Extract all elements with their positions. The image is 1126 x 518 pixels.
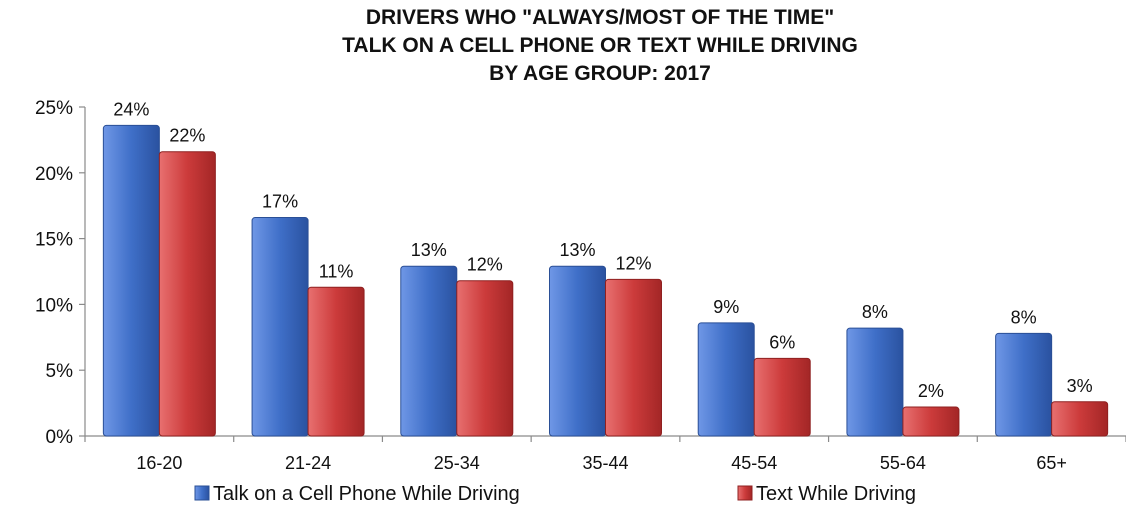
y-tick-label: 20% xyxy=(35,164,73,185)
data-label: 24% xyxy=(113,99,149,119)
legend-swatch-text xyxy=(737,485,753,501)
bar-text-35-44 xyxy=(605,278,662,437)
chart-title-line-1: DRIVERS WHO "ALWAYS/MOST OF THE TIME" xyxy=(365,6,835,29)
legend-label-talk: Talk on a Cell Phone While Driving xyxy=(213,483,520,505)
bar-text-55-64 xyxy=(902,406,960,437)
data-label: 11% xyxy=(319,261,354,281)
y-tick-label: 15% xyxy=(35,230,73,251)
bar-talk-16-20 xyxy=(102,124,160,437)
bar-talk-35-44 xyxy=(549,265,606,437)
data-label: 12% xyxy=(467,255,503,275)
bar-text-21-24 xyxy=(307,286,365,437)
bar-talk-25-34 xyxy=(400,265,458,437)
x-category-label: 16-20 xyxy=(136,453,182,473)
y-tick-label: 0% xyxy=(46,427,74,448)
bar-text-16-20 xyxy=(158,151,216,437)
data-label: 13% xyxy=(411,240,447,260)
chart-title-line-3: BY AGE GROUP: 2017 xyxy=(489,62,711,85)
x-category-label: 21-24 xyxy=(285,453,331,473)
data-label: 6% xyxy=(769,332,795,352)
bar-text-65+ xyxy=(1051,401,1109,437)
bar-talk-65+ xyxy=(995,332,1053,437)
chart-title: DRIVERS WHO "ALWAYS/MOST OF THE TIME" TA… xyxy=(0,4,1126,88)
bar-talk-55-64 xyxy=(846,327,904,437)
data-label: 2% xyxy=(918,381,944,401)
y-tick-label: 25% xyxy=(35,98,73,119)
x-category-label: 55-64 xyxy=(880,453,926,473)
y-tick-label: 10% xyxy=(35,295,73,316)
bar-talk-45-54 xyxy=(697,322,755,437)
bar-text-45-54 xyxy=(753,357,811,437)
legend-label-text: Text While Driving xyxy=(756,483,916,505)
data-label: 17% xyxy=(262,192,298,212)
chart-title-line-2: TALK ON A CELL PHONE OR TEXT WHILE DRIVI… xyxy=(342,34,858,57)
data-label: 13% xyxy=(559,240,595,260)
bar-text-25-34 xyxy=(456,280,514,437)
data-label: 8% xyxy=(862,302,888,322)
x-category-label: 65+ xyxy=(1036,453,1067,473)
bar-talk-21-24 xyxy=(251,217,309,437)
legend-swatch-talk xyxy=(194,485,210,501)
y-tick-label: 5% xyxy=(46,361,74,382)
data-label: 8% xyxy=(1011,307,1037,327)
x-category-label: 35-44 xyxy=(582,453,628,473)
data-label: 3% xyxy=(1067,376,1093,396)
x-category-label: 45-54 xyxy=(731,453,777,473)
data-label: 12% xyxy=(615,253,651,273)
data-label: 9% xyxy=(713,297,739,317)
x-category-label: 25-34 xyxy=(434,453,480,473)
data-label: 22% xyxy=(169,126,205,146)
